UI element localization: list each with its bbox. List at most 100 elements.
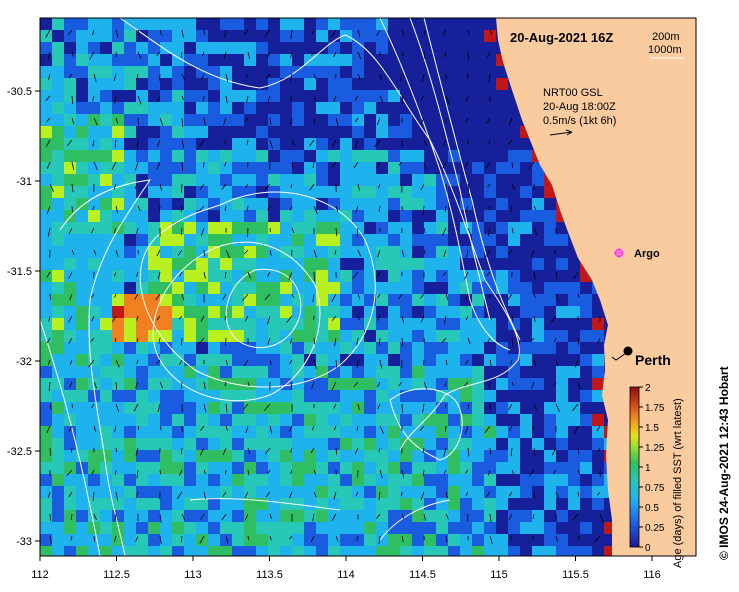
sst-cell: [556, 414, 568, 426]
current-vector: [597, 447, 601, 453]
sst-cell: [280, 54, 292, 66]
current-vector: [378, 447, 381, 453]
sst-cell: [304, 186, 316, 198]
current-vector: [599, 513, 604, 523]
sst-cell: [412, 342, 424, 354]
sst-cell: [172, 174, 184, 186]
sst-cell: [304, 198, 316, 210]
current-vector: [357, 315, 360, 321]
sst-cell: [472, 450, 484, 462]
sst-cell: [256, 162, 268, 174]
current-vector: [47, 491, 51, 498]
sst-cell: [100, 306, 112, 318]
current-vector: [92, 139, 95, 147]
sst-cell: [88, 414, 100, 426]
sst-cell: [388, 246, 400, 258]
sst-cell: [160, 66, 172, 78]
sst-cell: [208, 318, 220, 330]
sst-cell: [172, 510, 184, 522]
sst-cell: [52, 150, 64, 162]
sst-cell: [364, 522, 376, 534]
sst-cell: [352, 174, 364, 186]
sst-cell: [76, 318, 88, 330]
sst-cell: [508, 510, 520, 522]
current-vector: [311, 425, 315, 431]
sst-cell: [76, 54, 88, 66]
map-plot-area: [40, 18, 696, 556]
sst-cell: [376, 522, 388, 534]
sst-cell: [424, 354, 436, 366]
sst-cell: [196, 234, 208, 246]
sst-cell: [352, 282, 364, 294]
sst-cell: [544, 282, 556, 294]
current-vector: [331, 513, 337, 521]
sst-cell: [448, 474, 460, 486]
sst-cell: [100, 390, 112, 402]
sst-cell: [184, 162, 196, 174]
sst-cell: [412, 534, 424, 546]
sst-cell: [220, 66, 232, 78]
sst-cell: [220, 102, 232, 114]
current-vector: [203, 381, 206, 390]
sst-cell: [280, 414, 292, 426]
current-vector: [445, 513, 449, 520]
sst-cell: [436, 462, 448, 474]
sst-cell: [364, 414, 376, 426]
x-tick-label: 114.5: [409, 569, 436, 581]
current-vector: [49, 513, 51, 521]
sst-cell: [232, 474, 244, 486]
sst-cell: [136, 234, 148, 246]
sst-cell: [424, 402, 436, 414]
sst-cell: [196, 294, 208, 306]
sst-cell: [100, 414, 112, 426]
x-tick-label: 112: [31, 569, 49, 581]
sst-cell: [340, 222, 352, 234]
sst-cell: [304, 402, 316, 414]
sst-cell: [364, 18, 376, 30]
sst-cell: [256, 306, 268, 318]
sst-cell: [148, 546, 160, 556]
colorbar-label: Age (days) of filled SST (wrt latest): [672, 398, 684, 568]
sst-cell: [184, 18, 196, 30]
current-vector: [335, 227, 338, 237]
sst-cell: [424, 378, 436, 390]
sst-cell: [208, 246, 220, 258]
sst-cell: [388, 522, 400, 534]
sst-cell: [40, 282, 52, 294]
land-area: [496, 18, 696, 556]
sst-cell: [148, 474, 160, 486]
colorbar-tick-label: 0.25: [645, 523, 665, 534]
current-vector: [550, 315, 557, 323]
sst-cell: [328, 210, 340, 222]
current-vector: [243, 359, 249, 367]
sst-cell: [64, 78, 76, 90]
current-vector: [555, 359, 559, 366]
sst-cell: [592, 426, 604, 438]
sst-cell: [352, 330, 364, 342]
sst-cell: [268, 390, 280, 402]
sst-cell: [316, 318, 328, 330]
sst-cell: [112, 42, 124, 54]
sst-cell: [400, 378, 412, 390]
sst-cell: [184, 126, 196, 138]
sst-cell: [88, 126, 100, 138]
sst-cell: [508, 294, 520, 306]
sst-cell: [124, 414, 136, 426]
sst-cell: [436, 294, 448, 306]
current-vector: [68, 337, 73, 344]
sst-cell: [592, 414, 604, 426]
current-vector: [331, 381, 337, 391]
sst-cell: [292, 270, 304, 282]
current-vector: [312, 293, 315, 303]
sst-cell: [64, 354, 76, 366]
current-vector: [224, 139, 227, 145]
sst-cell: [544, 222, 556, 234]
current-vector: [487, 337, 491, 343]
sst-cell: [244, 42, 256, 54]
depth-contours: [40, 18, 521, 556]
sst-cell: [436, 318, 448, 330]
current-vector: [401, 469, 405, 479]
sst-cell: [268, 522, 280, 534]
sst-cell: [376, 474, 388, 486]
current-vector: [222, 491, 227, 498]
